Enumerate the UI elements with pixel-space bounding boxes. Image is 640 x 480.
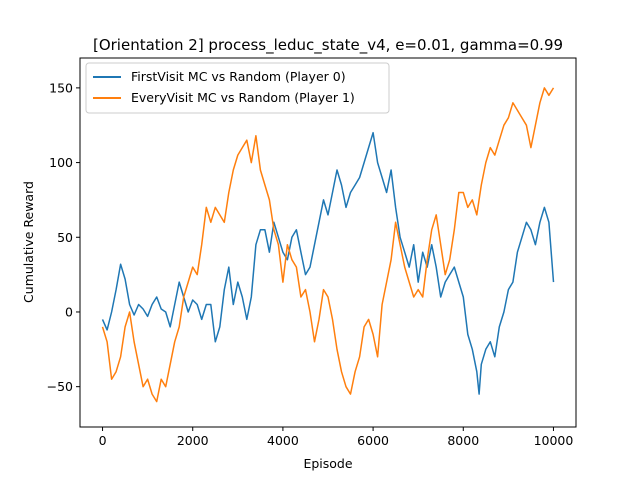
- x-tick-label: 2000: [177, 433, 209, 448]
- y-axis: −50 0 50 100 150: [47, 80, 80, 394]
- plot-frame: [79, 57, 577, 428]
- x-tick-label: 0: [99, 433, 107, 448]
- y-tick-label: 100: [49, 155, 73, 170]
- legend-label-firstvisit: FirstVisit MC vs Random (Player 0): [131, 69, 346, 84]
- y-tick-label: 150: [49, 80, 73, 95]
- chart-title: [Orientation 2] process_leduc_state_v4, …: [93, 36, 563, 55]
- x-axis: 0 2000 4000 6000 8000 10000: [99, 427, 574, 448]
- x-tick-label: 8000: [447, 433, 479, 448]
- series-line-firstvisit: [101, 131, 555, 395]
- legend-box: [85, 62, 390, 114]
- x-tick-label: 10000: [534, 433, 574, 448]
- x-tick-label: 4000: [267, 433, 299, 448]
- y-tick-label: −50: [47, 379, 73, 394]
- y-axis-label: Cumulative Reward: [21, 181, 36, 303]
- x-tick-label: 6000: [357, 433, 389, 448]
- y-tick-label: 0: [65, 304, 73, 319]
- legend-label-everyvisit: EveryVisit MC vs Random (Player 1): [131, 90, 355, 105]
- plot-area: [101, 87, 555, 403]
- legend: FirstVisit MC vs Random (Player 0) Every…: [85, 62, 390, 114]
- series-line-everyvisit: [101, 87, 555, 403]
- x-axis-label: Episode: [303, 456, 352, 471]
- y-tick-label: 50: [57, 230, 73, 245]
